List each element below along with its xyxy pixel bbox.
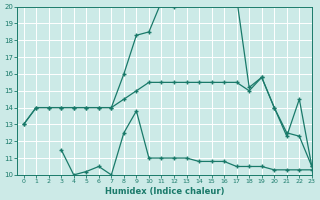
X-axis label: Humidex (Indice chaleur): Humidex (Indice chaleur) [105,187,224,196]
